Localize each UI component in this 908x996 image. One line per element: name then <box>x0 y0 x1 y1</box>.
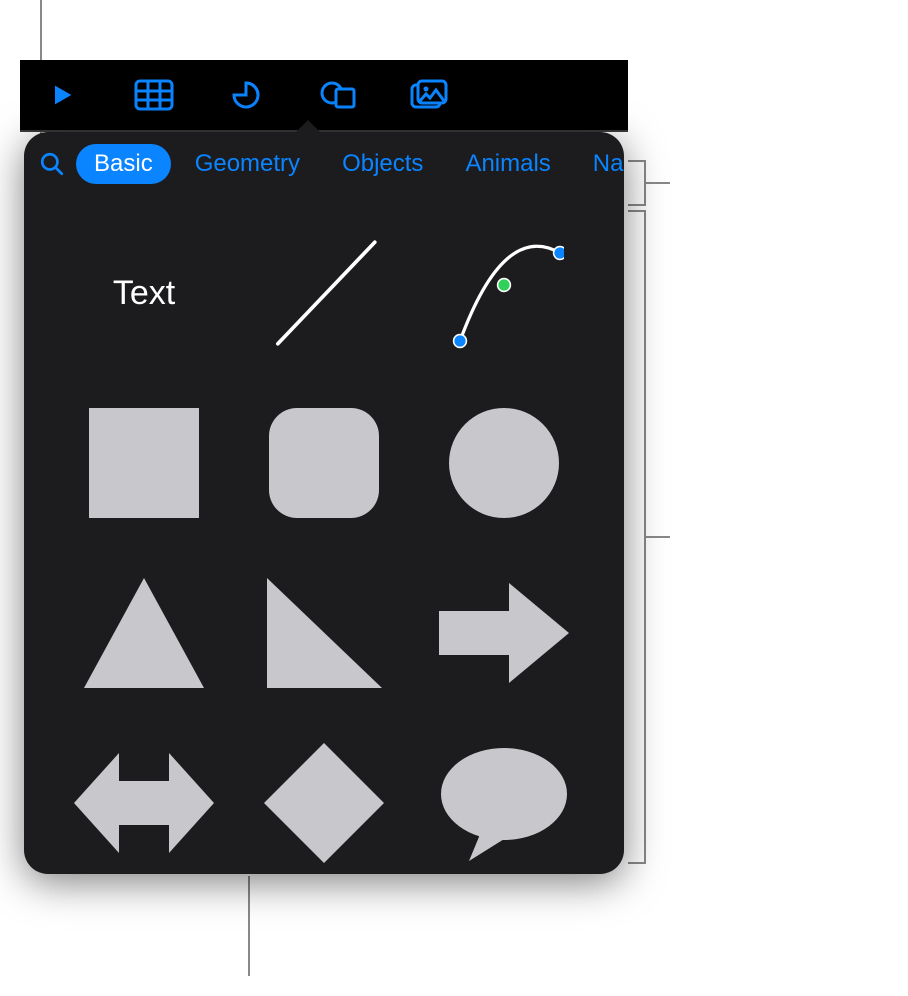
shape-speech-bubble[interactable] <box>414 718 594 874</box>
shape-circle[interactable] <box>414 378 594 548</box>
shapes-grid: Text <box>24 196 624 874</box>
shape-right-triangle[interactable] <box>234 548 414 718</box>
callout-line-shapes <box>646 536 670 538</box>
shape-triangle[interactable] <box>54 548 234 718</box>
shape-bezier[interactable] <box>414 208 594 378</box>
chart-icon[interactable] <box>224 73 268 117</box>
category-bar: Basic Geometry Objects Animals Nature <box>24 132 624 196</box>
shape-arrow-right[interactable] <box>414 548 594 718</box>
table-icon[interactable] <box>132 73 176 117</box>
category-tab-objects[interactable]: Objects <box>324 144 441 184</box>
shapes-popover: Basic Geometry Objects Animals Nature Te… <box>24 132 624 874</box>
text-label: Text <box>113 274 175 313</box>
category-tab-geometry[interactable]: Geometry <box>177 144 318 184</box>
shape-arrow-double[interactable] <box>54 718 234 874</box>
square-icon <box>89 408 199 518</box>
play-icon[interactable] <box>40 73 84 117</box>
search-icon[interactable] <box>34 151 70 177</box>
circle-icon <box>449 408 559 518</box>
shape-icon[interactable] <box>316 73 360 117</box>
shape-rounded-square[interactable] <box>234 378 414 548</box>
callout-line-categories <box>646 182 670 184</box>
shape-square[interactable] <box>54 378 234 548</box>
callout-bracket-shapes <box>628 210 646 864</box>
shapes-popover-container: Basic Geometry Objects Animals Nature Te… <box>24 132 624 874</box>
app-window <box>20 60 628 132</box>
popover-caret <box>294 120 322 134</box>
shape-text[interactable]: Text <box>54 208 234 378</box>
shape-diamond[interactable] <box>234 718 414 874</box>
shape-line[interactable] <box>234 208 414 378</box>
category-tab-nature[interactable]: Nature <box>575 144 624 184</box>
media-icon[interactable] <box>408 73 452 117</box>
rounded-square-icon <box>269 408 379 518</box>
callout-line-grid <box>248 876 250 976</box>
category-tab-animals[interactable]: Animals <box>447 144 568 184</box>
category-tab-basic[interactable]: Basic <box>76 144 171 184</box>
callout-bracket-categories <box>628 160 646 206</box>
toolbar <box>20 60 628 132</box>
